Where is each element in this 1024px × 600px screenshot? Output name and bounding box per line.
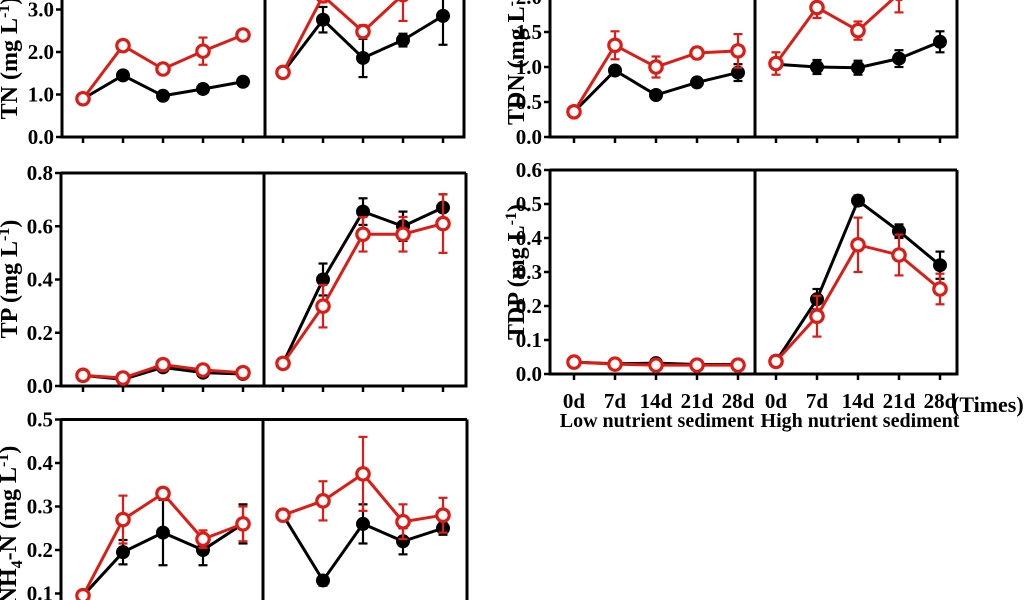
y-axis-ticks: 0.1 0.2 0.3 0.4 0.5	[27, 412, 61, 600]
x-axis-unit-label: (Times)	[952, 392, 1024, 417]
svg-text:0.4: 0.4	[516, 226, 543, 250]
series-low-red	[75, 356, 251, 386]
series-low-red	[566, 30, 746, 120]
y-axis-title: TDN (mg L-1)	[503, 0, 530, 125]
y-axis-title: TDP (mg L-1)	[503, 204, 530, 340]
y-axis-ticks: 0.0 0.1 0.2 0.3 0.4 0.5 0.6	[516, 158, 550, 386]
series-high-black	[276, 0, 450, 80]
chart-tdp: TDP (mg L-1) 0.0 0.1 0.2 0.3 0.4 0.5 0.6 0d 7d 14d…	[503, 158, 959, 413]
series-high-red	[275, 0, 409, 81]
svg-text:0.0: 0.0	[28, 125, 54, 149]
plot-frame	[59, 418, 469, 600]
series-high-red	[768, 0, 904, 76]
svg-text:0.5: 0.5	[27, 412, 53, 432]
series-high-red	[768, 216, 948, 370]
svg-text:0.0: 0.0	[516, 362, 542, 386]
plot-frame	[60, 0, 466, 139]
svg-text:0.6: 0.6	[516, 158, 542, 182]
svg-text:0.6: 0.6	[27, 214, 53, 238]
svg-text:0d: 0d	[563, 389, 586, 413]
svg-text:0.3: 0.3	[516, 260, 542, 284]
y-axis-ticks: 0.0 1.0 2.0 3.0	[28, 0, 62, 149]
chart-tp: TP (mg L-1) 0.0 0.2 0.4 0.6 0.8	[0, 161, 468, 398]
svg-text:14d: 14d	[640, 389, 673, 413]
svg-text:0.2: 0.2	[27, 538, 53, 562]
x-axis-tick-labels: 0d 7d 14d 21d 28d 0d 7d 14d 21d 28d	[563, 389, 957, 413]
y-axis-ticks: 0.0 0.2 0.4 0.6 0.8	[27, 161, 61, 398]
svg-text:28d: 28d	[722, 389, 755, 413]
svg-text:0.2: 0.2	[516, 294, 542, 318]
svg-text:0.5: 0.5	[516, 192, 542, 216]
svg-text:1.0: 1.0	[516, 55, 542, 79]
svg-text:0.0: 0.0	[27, 374, 53, 398]
y-axis-ticks: 0.0 0.5 1.0 1.5 2.0	[516, 0, 550, 149]
svg-text:0.2: 0.2	[27, 321, 53, 345]
series-high-black	[276, 503, 450, 588]
svg-text:14d: 14d	[842, 389, 875, 413]
svg-text:0.1: 0.1	[27, 582, 53, 600]
y-axis-title: NH4-N (mg L-1)	[0, 446, 26, 600]
svg-text:3.0: 3.0	[28, 0, 54, 22]
y-axis-title: TP (mg L-1)	[0, 220, 23, 339]
plot-frame	[548, 0, 959, 139]
group-label-high-nutrient: High nutrient sediment	[760, 410, 960, 432]
series-high-black	[769, 30, 947, 76]
chart-nh4-n: NH4-N (mg L-1)0.1 0.2 0.3 0.4 0.5	[0, 412, 469, 600]
series-low-red	[75, 27, 251, 107]
svg-text:2.0: 2.0	[516, 0, 542, 9]
series-low-red	[566, 354, 746, 373]
svg-text:0.3: 0.3	[27, 495, 53, 519]
svg-text:TDN (mg L-1): TDN (mg L-1)	[503, 0, 530, 125]
chart-tn: TN (mg L-1)0.0 1.0 2.0 3.0	[0, 0, 466, 149]
svg-text:1.0: 1.0	[28, 83, 54, 107]
plot-frame	[59, 171, 468, 388]
svg-text:21d: 21d	[681, 389, 714, 413]
group-label-low-nutrient: Low nutrient sediment	[559, 410, 755, 432]
svg-text:NH4-N (mg L-1): NH4-N (mg L-1)	[0, 446, 26, 600]
svg-text:28d: 28d	[924, 389, 957, 413]
series-low-black	[76, 498, 250, 600]
svg-text:0d: 0d	[765, 389, 788, 413]
svg-text:21d: 21d	[883, 389, 916, 413]
svg-text:0.0: 0.0	[516, 125, 542, 149]
svg-text:0.4: 0.4	[27, 268, 54, 292]
svg-text:0.8: 0.8	[27, 161, 53, 185]
plot-frame	[548, 168, 959, 376]
svg-text:0.5: 0.5	[516, 90, 542, 114]
svg-text:TP (mg L-1): TP (mg L-1)	[0, 220, 23, 339]
svg-text:7d: 7d	[604, 389, 627, 413]
svg-text:1.5: 1.5	[516, 20, 542, 44]
svg-text:7d: 7d	[806, 389, 829, 413]
svg-text:TDP (mg L-1): TDP (mg L-1)	[503, 204, 530, 340]
series-low-red	[75, 485, 251, 600]
svg-text:0.4: 0.4	[27, 451, 54, 475]
svg-text:2.0: 2.0	[28, 40, 54, 64]
series-high-red	[275, 193, 451, 372]
series-high-red	[275, 435, 451, 541]
chart-tdn: TDN (mg L-1)0.0 0.5 1.0 1.5 2.0	[503, 0, 959, 149]
svg-text:TN (mg L-1): TN (mg L-1)	[0, 0, 23, 119]
y-axis-title: TN (mg L-1)	[0, 0, 23, 119]
svg-text:0.1: 0.1	[516, 328, 542, 352]
